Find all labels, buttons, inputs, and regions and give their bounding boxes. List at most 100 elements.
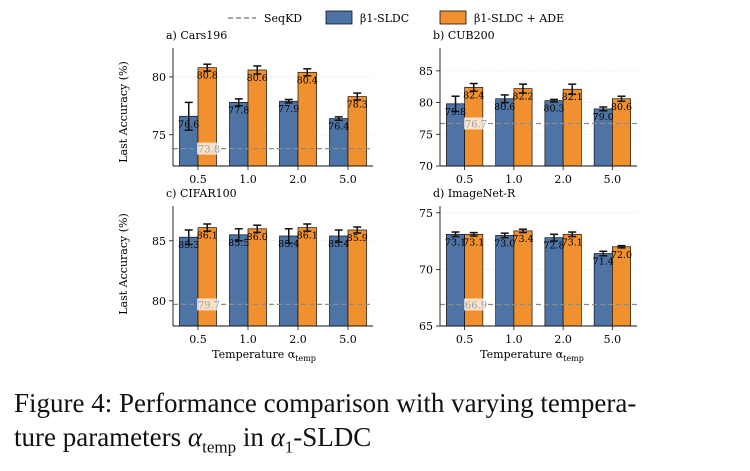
x-tick-label: 1.0 (239, 333, 257, 346)
bar-sldc-ade (297, 71, 317, 167)
baseline-label: 66.9 (465, 300, 487, 311)
baseline-label: 73.8 (198, 145, 220, 156)
bar-sldc-ade (247, 69, 267, 167)
y-tick-label: 70 (419, 263, 433, 276)
x-tick-label: 0.5 (189, 173, 207, 186)
value-label: 80.6 (247, 73, 268, 84)
caption-text-suffix: -SLDC (293, 422, 372, 452)
baseline-label-bg (197, 142, 221, 155)
x-tick-label: 0.5 (456, 173, 474, 186)
value-label: 76.4 (328, 122, 349, 133)
value-label: 77.9 (278, 104, 299, 115)
baseline-label-bg (464, 298, 488, 311)
caption-text-b: in (236, 422, 271, 452)
y-tick-label: 65 (419, 320, 433, 333)
value-label: 85.3 (178, 240, 199, 251)
value-label: 86.0 (247, 232, 268, 243)
value-label: 80.8 (197, 71, 218, 82)
value-label: 85.4 (328, 239, 349, 250)
value-label: 82.1 (562, 92, 583, 103)
y-tick-label: 85 (152, 235, 166, 248)
y-tick-label: 80 (419, 97, 433, 110)
panel-title: d) ImageNet-R (433, 187, 516, 200)
y-tick-label: 75 (419, 207, 433, 220)
x-axis-label-right: Temperature αtemp (480, 348, 584, 363)
y-tick-label: 85 (419, 65, 433, 78)
value-label: 85.4 (278, 239, 299, 250)
caption-alpha: α (187, 422, 203, 452)
value-label: 79.0 (593, 112, 614, 123)
y-tick-label: 80 (152, 71, 166, 84)
x-tick-label: 0.5 (456, 333, 474, 346)
x-tick-label: 1.0 (505, 173, 523, 186)
legend-sldc-ade-label: β1-SLDC + ADE (474, 12, 564, 25)
value-label: 77.8 (228, 105, 249, 116)
caption-one-subscript: 1 (284, 437, 294, 457)
x-tick-label: 5.0 (339, 173, 357, 186)
panel-cifar100: c) CIFAR100808579.785.386.185.586.085.48… (152, 187, 373, 346)
legend-sldc-swatch (325, 10, 353, 25)
value-label: 85.9 (347, 233, 368, 244)
bar-sldc-ade (247, 228, 267, 327)
value-label: 80.6 (494, 102, 515, 113)
y-tick-label: 75 (152, 129, 166, 142)
value-label: 73.1 (463, 237, 484, 248)
caption-line-1: Figure 4: Performance comparison with va… (14, 388, 637, 418)
value-label: 86.1 (197, 231, 218, 242)
value-label: 71.4 (593, 257, 614, 268)
baseline-label-bg (197, 298, 221, 311)
y-tick-label: 80 (152, 295, 166, 308)
caption-temp-subscript: temp (202, 437, 237, 457)
value-label: 80.6 (611, 102, 632, 113)
x-tick-label: 1.0 (505, 333, 523, 346)
panel-title: b) CUB200 (433, 29, 495, 42)
value-label: 79.8 (445, 107, 466, 118)
value-label: 73.0 (494, 238, 515, 249)
value-label: 80.4 (297, 75, 318, 86)
x-tick-label: 0.5 (189, 333, 207, 346)
x-tick-label: 2.0 (554, 333, 572, 346)
value-label: 86.1 (297, 231, 318, 242)
legend-sldc-ade-swatch (439, 10, 467, 25)
baseline-label: 79.7 (198, 300, 220, 311)
value-label: 85.5 (228, 238, 249, 249)
panel-title: c) CIFAR100 (166, 187, 237, 200)
caption-text-a: ture parameters (14, 422, 188, 452)
y-tick-label: 75 (419, 128, 433, 141)
value-label: 72.0 (611, 250, 632, 261)
x-tick-label: 5.0 (604, 173, 622, 186)
value-label: 73.1 (445, 237, 466, 248)
figure-4-charts: SeqKD β1-SLDC β1-SLDC + ADE Last Accurac… (117, 10, 637, 363)
y-axis-label-bottom: Last Accuracy (%) (117, 213, 130, 315)
x-tick-label: 2.0 (554, 173, 572, 186)
x-tick-label: 2.0 (289, 333, 307, 346)
value-label: 82.2 (512, 92, 533, 103)
value-label: 72.8 (543, 241, 564, 252)
y-tick-label: 70 (419, 160, 433, 173)
panel-title: a) Cars196 (166, 29, 227, 42)
panel-cub200: b) CUB2007075808576.779.882.480.682.280.… (419, 29, 637, 186)
x-tick-label: 5.0 (339, 333, 357, 346)
x-tick-label: 1.0 (239, 173, 257, 186)
value-label: 73.4 (512, 234, 533, 245)
value-label: 82.4 (463, 90, 484, 101)
bar-sldc-ade (297, 227, 317, 327)
legend-seqkd-label: SeqKD (264, 12, 302, 25)
bar-sldc-ade (347, 229, 367, 327)
legend: SeqKD β1-SLDC β1-SLDC + ADE (228, 10, 564, 25)
value-label: 76.6 (178, 119, 199, 130)
x-tick-label: 5.0 (604, 333, 622, 346)
value-label: 73.1 (562, 237, 583, 248)
legend-sldc-label: β1-SLDC (360, 12, 409, 25)
x-axis-label-left: Temperature αtemp (212, 348, 316, 363)
bar-sldc-ade (513, 230, 533, 327)
x-tick-label: 2.0 (289, 173, 307, 186)
figure-caption: Figure 4: Performance comparison with va… (14, 386, 738, 464)
y-axis-label-top: Last Accuracy (%) (117, 61, 130, 163)
value-label: 78.3 (347, 100, 368, 111)
value-label: 80.3 (543, 104, 564, 115)
baseline-label: 76.7 (465, 119, 487, 130)
panel-cars196: a) Cars196 75 80 73.8 76.6 80.8 77.8 80.6 77.9 80… (152, 29, 373, 186)
baseline-label-bg (464, 117, 488, 130)
